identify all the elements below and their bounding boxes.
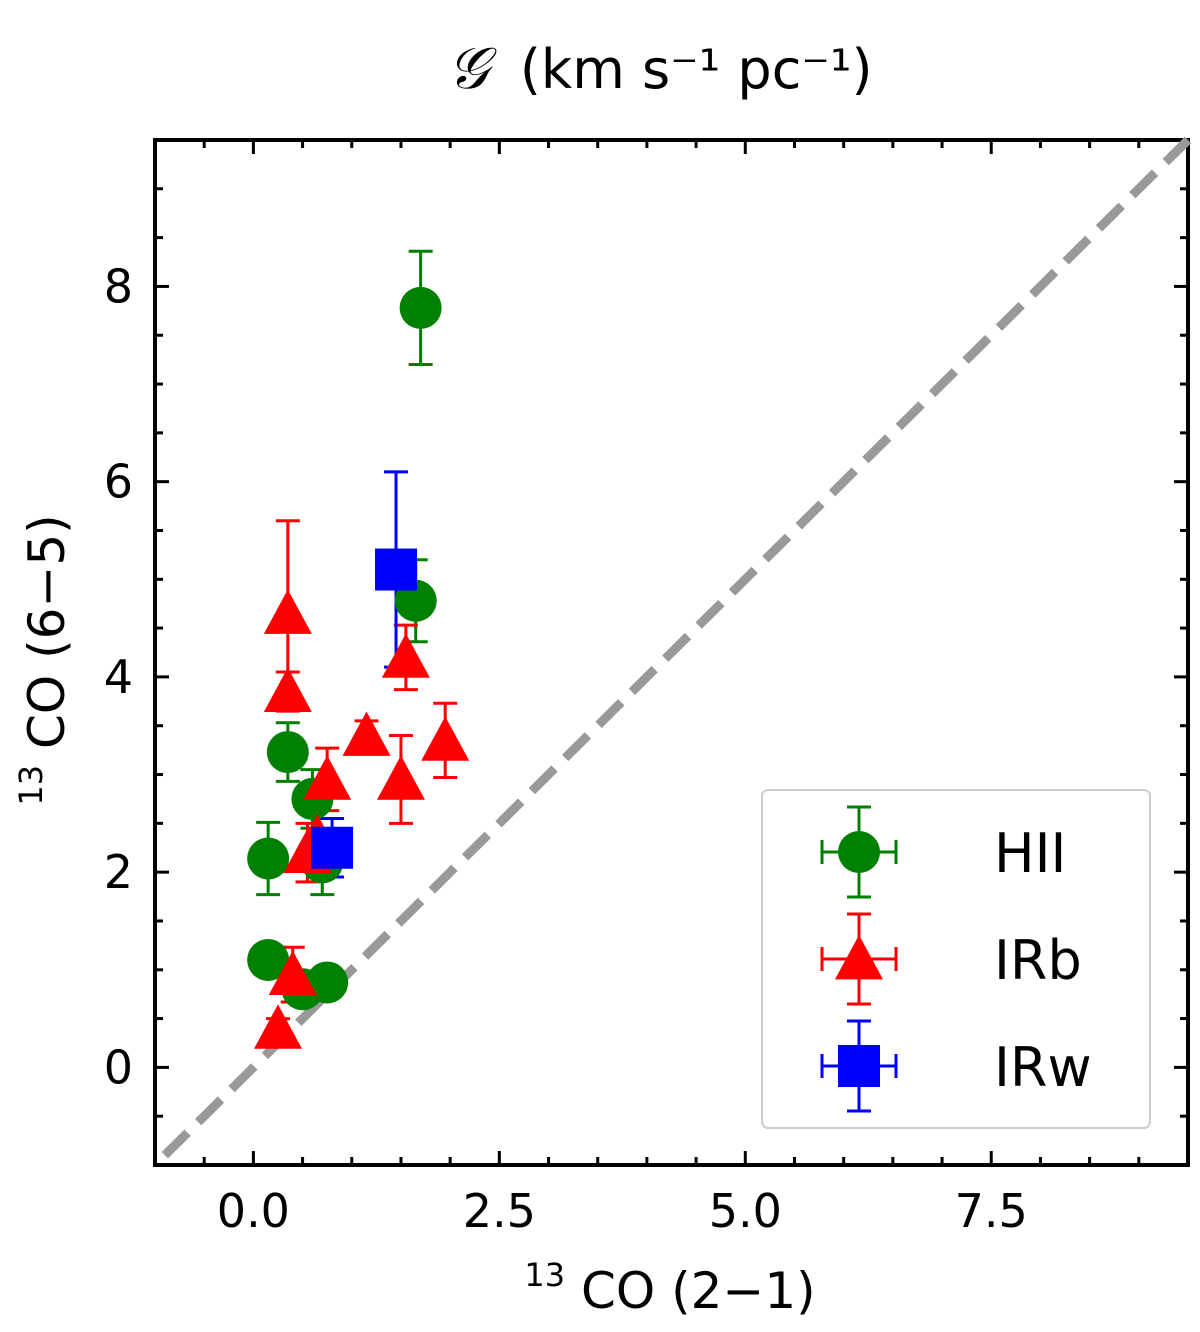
data-markers [247,286,470,1049]
chart-title-symbol: 𝒢 [447,34,497,102]
x-axis-title-sup: 13 [524,1256,565,1294]
hii-point [266,731,309,774]
hii-point [306,961,349,1004]
y-axis-title-text: CO (6−5) [18,514,76,749]
plot-frame [153,138,1190,1167]
x-tick-label: 2.5 [463,1184,536,1238]
chart-title: 𝒢 (km s⁻¹ pc⁻¹) [447,34,872,102]
legend-irw-marker [838,1045,880,1087]
irb-point [376,755,425,800]
x-axis-title-text: CO (2−1) [581,1262,816,1320]
irw-point [311,826,354,869]
hii-point [399,286,442,329]
y-axis-title: 13 CO (6−5) [0,514,76,805]
y-tick-label: 2 [104,845,133,899]
x-axis-title: 13 CO (2−1) [524,1240,815,1320]
irb-point [263,589,312,634]
legend-irb-marker [835,935,883,980]
error-bars [256,249,458,1040]
y-axis-title-sup: 13 [12,765,50,806]
irb-point [421,716,470,761]
legend-irw-label: IRw [994,1036,1092,1099]
tick-labels: 0.0 2.5 5.0 7.5 0 2 4 6 8 [104,259,1028,1238]
legend: HII IRb IRw [761,789,1151,1129]
y-tick-label: 6 [104,455,133,509]
legend-hii-label: HII [994,822,1066,885]
irb-point [263,667,312,712]
irb-point [268,950,317,996]
hii-point [247,939,290,981]
y-tick-label: 0 [104,1040,133,1094]
legend-irb-label: IRb [994,929,1082,992]
y-tick-label: 8 [104,259,133,313]
legend-hii-marker [838,831,880,873]
irb-point [303,755,352,800]
y-tick-label: 4 [104,650,133,704]
irb-point [253,1004,302,1049]
axis-ticks [155,138,1190,1165]
hii-point [247,837,290,880]
legend-box [761,789,1151,1129]
x-tick-label: 7.5 [955,1184,1028,1238]
x-tick-label: 5.0 [709,1184,782,1238]
irb-point [342,711,391,756]
irw-point [375,548,418,591]
x-tick-label: 0.0 [217,1184,290,1238]
irb-point [381,633,430,678]
chart-title-units: (km s⁻¹ pc⁻¹) [520,38,873,101]
